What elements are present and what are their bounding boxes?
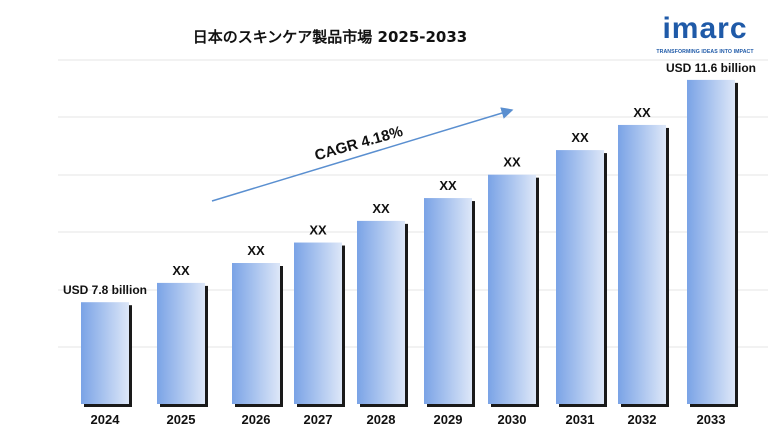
- logo-tagline: TRANSFORMING IDEAS INTO IMPACT: [656, 49, 754, 55]
- data-label: USD 7.8 billion: [63, 283, 147, 297]
- bars: [81, 79, 738, 407]
- x-tick-label: 2033: [697, 412, 726, 427]
- bar-2032: [618, 124, 666, 404]
- chart-title: 日本のスキンケア製品市場 2025-2033: [192, 28, 468, 46]
- bar-2025: [157, 282, 205, 404]
- data-label: XX: [172, 263, 190, 278]
- data-label: USD 11.6 billion: [666, 61, 756, 75]
- imarc-logo: imarc TRANSFORMING IDEAS INTO IMPACT: [650, 12, 760, 62]
- x-tick-label: 2030: [498, 412, 527, 427]
- x-tick-label: 2029: [434, 412, 463, 427]
- data-label: XX: [571, 130, 589, 145]
- logo-word: imarc: [662, 12, 748, 45]
- bar-2026: [232, 263, 280, 404]
- data-label: XX: [439, 178, 457, 193]
- x-tick-label: 2032: [628, 412, 657, 427]
- x-tick-label: 2024: [91, 412, 121, 427]
- data-label: XX: [633, 105, 651, 120]
- data-label: XX: [309, 223, 327, 238]
- x-tick-label: 2026: [242, 412, 271, 427]
- bar-2028: [357, 220, 405, 404]
- cagr-label: CAGR 4.18%: [313, 123, 405, 164]
- bar-2024: [81, 302, 129, 404]
- bar-2029: [424, 198, 472, 404]
- x-tick-label: 2028: [367, 412, 396, 427]
- x-ticks: 2024 2025 2026 2027 2028 2029 2030 2031 2032 2033: [91, 412, 726, 427]
- bar-2031: [556, 150, 604, 404]
- cagr-arrow: [211, 107, 514, 202]
- x-tick-label: 2027: [304, 412, 333, 427]
- bar-2030: [488, 174, 536, 404]
- x-tick-label: 2025: [167, 412, 196, 427]
- x-tick-label: 2031: [566, 412, 595, 427]
- data-label: XX: [247, 243, 265, 258]
- bar-2027: [294, 242, 342, 404]
- data-label: XX: [372, 201, 390, 216]
- bar-labels: USD 7.8 billion XX XX XX XX XX XX XX XX USD 11.6 …: [63, 61, 756, 297]
- bar-2033: [687, 79, 735, 404]
- data-label: XX: [503, 155, 521, 170]
